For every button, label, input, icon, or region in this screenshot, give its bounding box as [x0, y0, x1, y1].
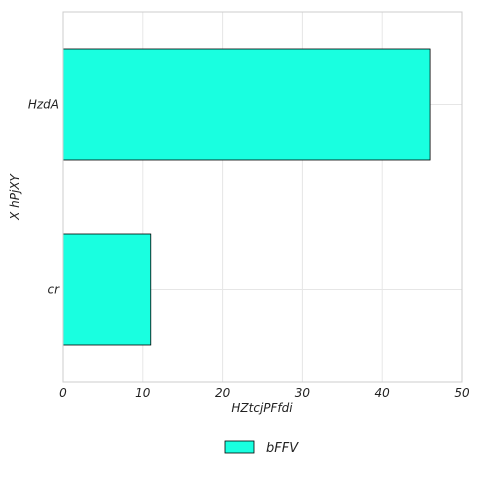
legend: bFFV [224, 440, 299, 456]
bars [62, 48, 431, 346]
y-axis-label: X hPjXY [8, 172, 22, 220]
x-tick-label: 10 [135, 386, 151, 400]
bar-HzdA [62, 48, 431, 161]
plot-frame [62, 11, 463, 383]
x-tick-label: 30 [295, 386, 311, 400]
legend-swatch [224, 440, 255, 454]
y-axis-ticks: HzdA cr [28, 98, 60, 297]
x-tick-label: 20 [215, 386, 231, 400]
y-tick-label: cr [47, 283, 60, 297]
x-tick-label: 50 [454, 386, 470, 400]
x-tick-label: 0 [59, 386, 67, 400]
x-tick-label: 40 [375, 386, 391, 400]
x-axis-ticks: 0 10 20 30 40 50 [59, 386, 470, 400]
x-axis-label: HZtcjPFfdi [231, 401, 293, 415]
legend-label: bFFV [266, 441, 299, 456]
y-tick-label: HzdA [28, 98, 59, 112]
bar-cr [62, 233, 152, 346]
